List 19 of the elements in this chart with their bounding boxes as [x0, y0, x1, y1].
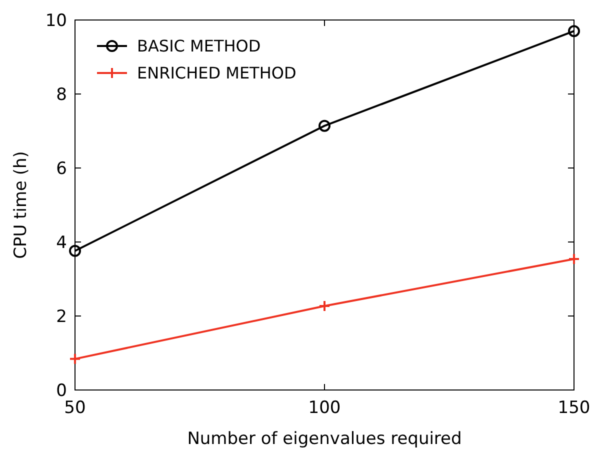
- y-tick-label: 8: [56, 84, 67, 105]
- y-tick-label: 4: [56, 232, 67, 253]
- point: [69, 244, 81, 257]
- point: [568, 25, 580, 38]
- point: [69, 352, 81, 365]
- y-axis-title: CPU time (h): [11, 151, 31, 259]
- y-tick-label: 0: [56, 380, 67, 401]
- x-axis-title: Number of eigenvalues required: [187, 429, 462, 449]
- y-tick-label: 6: [56, 158, 67, 179]
- point: [568, 253, 580, 266]
- x-tick-label: 50: [64, 398, 86, 418]
- legend-label: BASIC METHOD: [137, 36, 261, 56]
- point: [318, 300, 330, 312]
- x-tick-label: 150: [558, 398, 590, 418]
- y-tick-label: 2: [56, 306, 67, 327]
- x-tick-label: 100: [308, 398, 341, 418]
- point: [318, 120, 330, 132]
- y-tick-label: 10: [45, 10, 67, 31]
- legend-label: ENRICHED METHOD: [137, 64, 296, 83]
